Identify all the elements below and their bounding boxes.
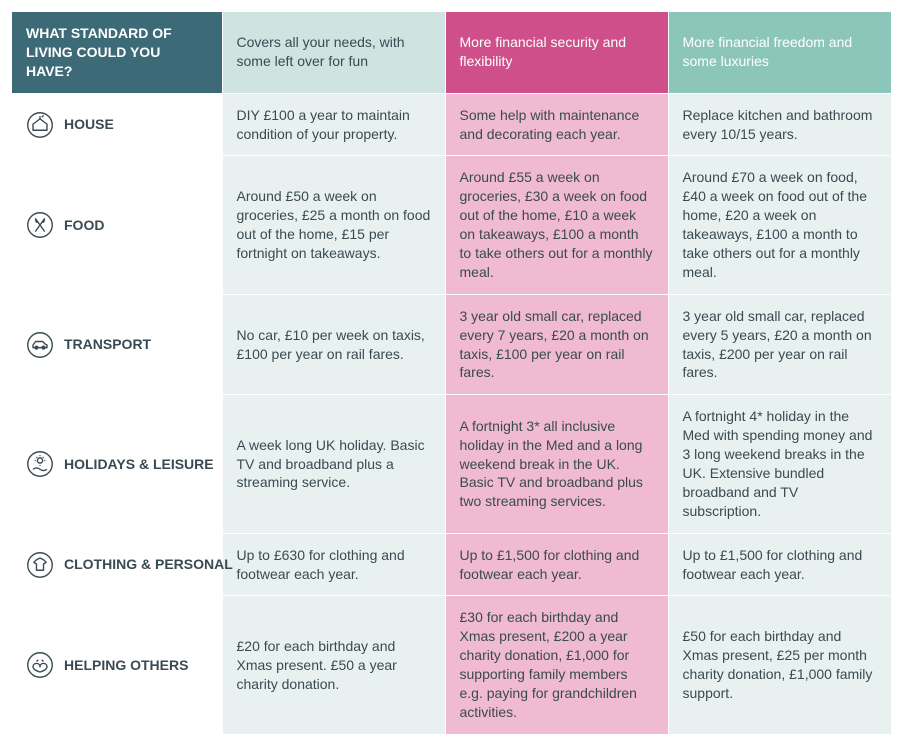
header-question: WHAT STANDARD OF LIVING COULD YOU HAVE? (12, 12, 222, 93)
row-label-text: FOOD (64, 216, 104, 235)
cell-food-comfortable: Around £70 a week on food, £40 a week on… (668, 156, 891, 294)
cell-transport-basic: No car, £10 per week on taxis, £100 per … (222, 294, 445, 395)
header-col-comfortable: More financial freedom and some luxuries (668, 12, 891, 93)
house-icon (26, 111, 54, 139)
table-row: CLOTHING & PERSONAL Up to £630 for cloth… (12, 533, 891, 596)
row-label-clothing: CLOTHING & PERSONAL (12, 533, 222, 596)
row-label-text: CLOTHING & PERSONAL (64, 555, 233, 574)
cell-helping-comfortable: £50 for each birthday and Xmas present, … (668, 596, 891, 734)
cell-transport-moderate: 3 year old small car, replaced every 7 y… (445, 294, 668, 395)
helping-icon (26, 651, 54, 679)
table-row: HOLIDAYS & LEISURE A week long UK holida… (12, 395, 891, 533)
row-label-house: HOUSE (12, 93, 222, 156)
food-icon (26, 211, 54, 239)
cell-holidays-comfortable: A fortnight 4* holiday in the Med with s… (668, 395, 891, 533)
table-body: HOUSE DIY £100 a year to maintain condit… (12, 93, 891, 734)
cell-house-basic: DIY £100 a year to maintain condition of… (222, 93, 445, 156)
holidays-icon (26, 450, 54, 478)
cell-helping-basic: £20 for each birthday and Xmas present. … (222, 596, 445, 734)
row-label-text: TRANSPORT (64, 335, 151, 354)
transport-icon (26, 331, 54, 359)
row-label-text: HOLIDAYS & LEISURE (64, 455, 214, 474)
cell-house-comfortable: Replace kitchen and bathroom every 10/15… (668, 93, 891, 156)
row-label-helping: HELPING OTHERS (12, 596, 222, 734)
row-label-holidays: HOLIDAYS & LEISURE (12, 395, 222, 533)
cell-clothing-moderate: Up to £1,500 for clothing and footwear e… (445, 533, 668, 596)
row-label-food: FOOD (12, 156, 222, 294)
clothing-icon (26, 551, 54, 579)
standard-of-living-table: WHAT STANDARD OF LIVING COULD YOU HAVE? … (12, 12, 892, 735)
table-row: TRANSPORT No car, £10 per week on taxis,… (12, 294, 891, 395)
header-col-moderate: More financial security and flexibility (445, 12, 668, 93)
table-row: FOOD Around £50 a week on groceries, £25… (12, 156, 891, 294)
header-col-basic: Covers all your needs, with some left ov… (222, 12, 445, 93)
row-label-text: HOUSE (64, 115, 114, 134)
table-row: HELPING OTHERS £20 for each birthday and… (12, 596, 891, 734)
row-label-text: HELPING OTHERS (64, 656, 188, 675)
table-header-row: WHAT STANDARD OF LIVING COULD YOU HAVE? … (12, 12, 891, 93)
cell-food-moderate: Around £55 a week on groceries, £30 a we… (445, 156, 668, 294)
cell-clothing-comfortable: Up to £1,500 for clothing and footwear e… (668, 533, 891, 596)
cell-holidays-basic: A week long UK holiday. Basic TV and bro… (222, 395, 445, 533)
row-label-transport: TRANSPORT (12, 294, 222, 395)
cell-clothing-basic: Up to £630 for clothing and footwear eac… (222, 533, 445, 596)
cell-food-basic: Around £50 a week on groceries, £25 a mo… (222, 156, 445, 294)
cell-transport-comfortable: 3 year old small car, replaced every 5 y… (668, 294, 891, 395)
cell-house-moderate: Some help with maintenance and decoratin… (445, 93, 668, 156)
cell-helping-moderate: £30 for each birthday and Xmas present, … (445, 596, 668, 734)
table-row: HOUSE DIY £100 a year to maintain condit… (12, 93, 891, 156)
cell-holidays-moderate: A fortnight 3* all inclusive holiday in … (445, 395, 668, 533)
